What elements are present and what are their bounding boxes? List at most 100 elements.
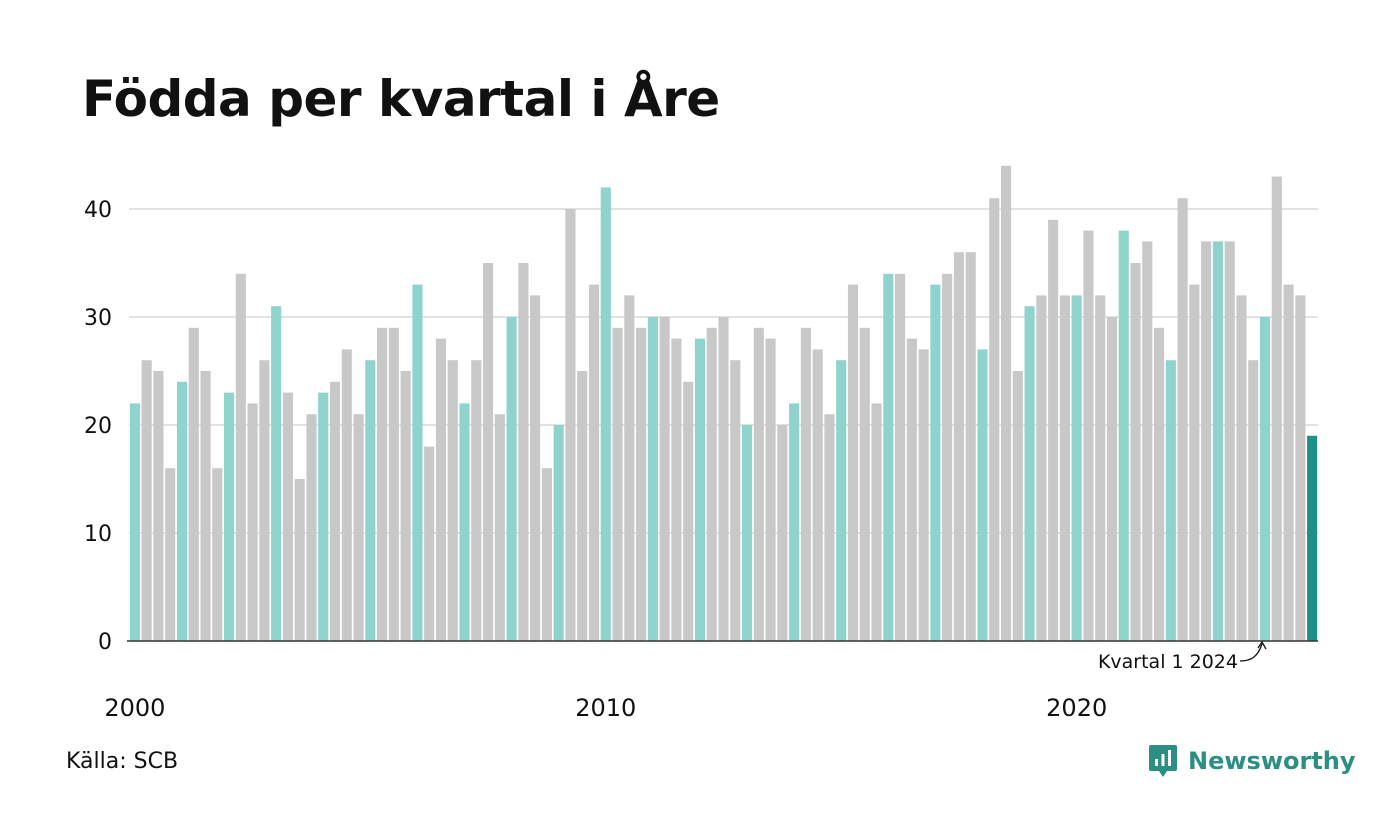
bar <box>1106 317 1118 641</box>
bar <box>930 284 941 641</box>
bar <box>1201 241 1212 641</box>
bar <box>400 371 411 641</box>
bar <box>824 414 835 641</box>
bar <box>1177 198 1188 641</box>
bar <box>789 403 800 641</box>
bar <box>718 317 729 641</box>
bar <box>1083 230 1094 641</box>
bar <box>1095 295 1106 641</box>
bar <box>482 263 494 641</box>
bar <box>1212 241 1223 641</box>
bar <box>859 327 870 641</box>
bar <box>459 403 470 641</box>
bar <box>294 479 305 641</box>
bar <box>765 338 776 641</box>
bar <box>200 371 211 641</box>
bar-chart-icon <box>1149 745 1177 777</box>
bar-chart: 0 10 20 30 40 2000 2010 2020 Kvartal 1 2024 <box>84 165 1318 722</box>
bar <box>365 360 376 641</box>
bar <box>377 327 388 641</box>
bar <box>624 295 635 641</box>
bar <box>883 273 894 641</box>
bar <box>494 414 505 641</box>
x-tick-label: 2020 <box>1046 694 1107 722</box>
bar <box>153 371 164 641</box>
bar <box>918 349 929 641</box>
bar <box>730 360 741 641</box>
bar <box>1071 295 1082 641</box>
bar <box>977 349 988 641</box>
bar <box>212 468 223 641</box>
bar <box>1236 295 1247 641</box>
bar <box>753 327 764 641</box>
bar <box>600 187 611 641</box>
bar <box>235 273 246 641</box>
bar <box>800 327 811 641</box>
bar <box>612 327 623 641</box>
bar <box>1283 284 1294 641</box>
bar <box>188 327 199 641</box>
chart-title: Födda per kvartal i Åre <box>82 70 720 128</box>
y-tick-label: 0 <box>98 630 112 655</box>
bar <box>1000 165 1012 642</box>
source-note: Källa: SCB <box>66 749 179 774</box>
bar <box>647 317 658 641</box>
bar <box>506 317 517 641</box>
y-tick-label: 40 <box>84 198 112 223</box>
bar <box>1307 435 1318 641</box>
bar <box>224 392 235 641</box>
bar <box>388 327 399 641</box>
bar <box>424 446 435 641</box>
x-tick-labels: 2000 2010 2020 <box>104 694 1107 722</box>
bar <box>659 317 670 641</box>
brand-logo: Newsworthy <box>1148 744 1356 778</box>
bar <box>1012 371 1023 641</box>
bar <box>318 392 329 641</box>
x-tick-label: 2000 <box>104 694 165 722</box>
bar <box>777 425 788 641</box>
y-tick-label: 10 <box>84 522 112 547</box>
bar <box>1224 241 1235 641</box>
bar <box>942 273 953 641</box>
bar <box>412 284 423 641</box>
y-tick-labels: 0 10 20 30 40 <box>84 198 112 655</box>
bar <box>965 252 976 641</box>
bar <box>1024 306 1035 641</box>
bar <box>1036 295 1047 641</box>
bar <box>1259 317 1271 641</box>
bar <box>341 349 352 641</box>
bar <box>1118 230 1129 641</box>
bar <box>329 381 341 641</box>
bar <box>871 403 882 641</box>
bar <box>141 360 152 641</box>
bar <box>636 327 647 641</box>
bar <box>471 360 482 641</box>
bar <box>435 338 447 641</box>
bar <box>1154 327 1165 641</box>
bar <box>895 273 906 641</box>
bar <box>565 209 576 641</box>
bar <box>518 263 529 641</box>
x-tick-label: 2010 <box>575 694 636 722</box>
bar <box>906 338 917 641</box>
brand-name: Newsworthy <box>1188 747 1356 775</box>
bar <box>282 392 293 641</box>
y-tick-label: 30 <box>84 306 112 331</box>
bar <box>588 284 600 641</box>
y-tick-label: 20 <box>84 414 112 439</box>
bar <box>353 414 364 641</box>
bar <box>1048 219 1059 642</box>
bar <box>1189 284 1200 641</box>
bar <box>129 403 140 641</box>
bar <box>671 338 682 641</box>
bar <box>447 360 458 641</box>
bar <box>741 425 753 641</box>
bar <box>694 338 706 641</box>
annotation-arrowhead <box>1257 640 1267 650</box>
bars <box>129 165 1318 642</box>
bar <box>165 468 176 641</box>
bar <box>530 295 541 641</box>
bar <box>271 306 282 641</box>
bar <box>306 414 317 641</box>
bar <box>577 371 588 641</box>
